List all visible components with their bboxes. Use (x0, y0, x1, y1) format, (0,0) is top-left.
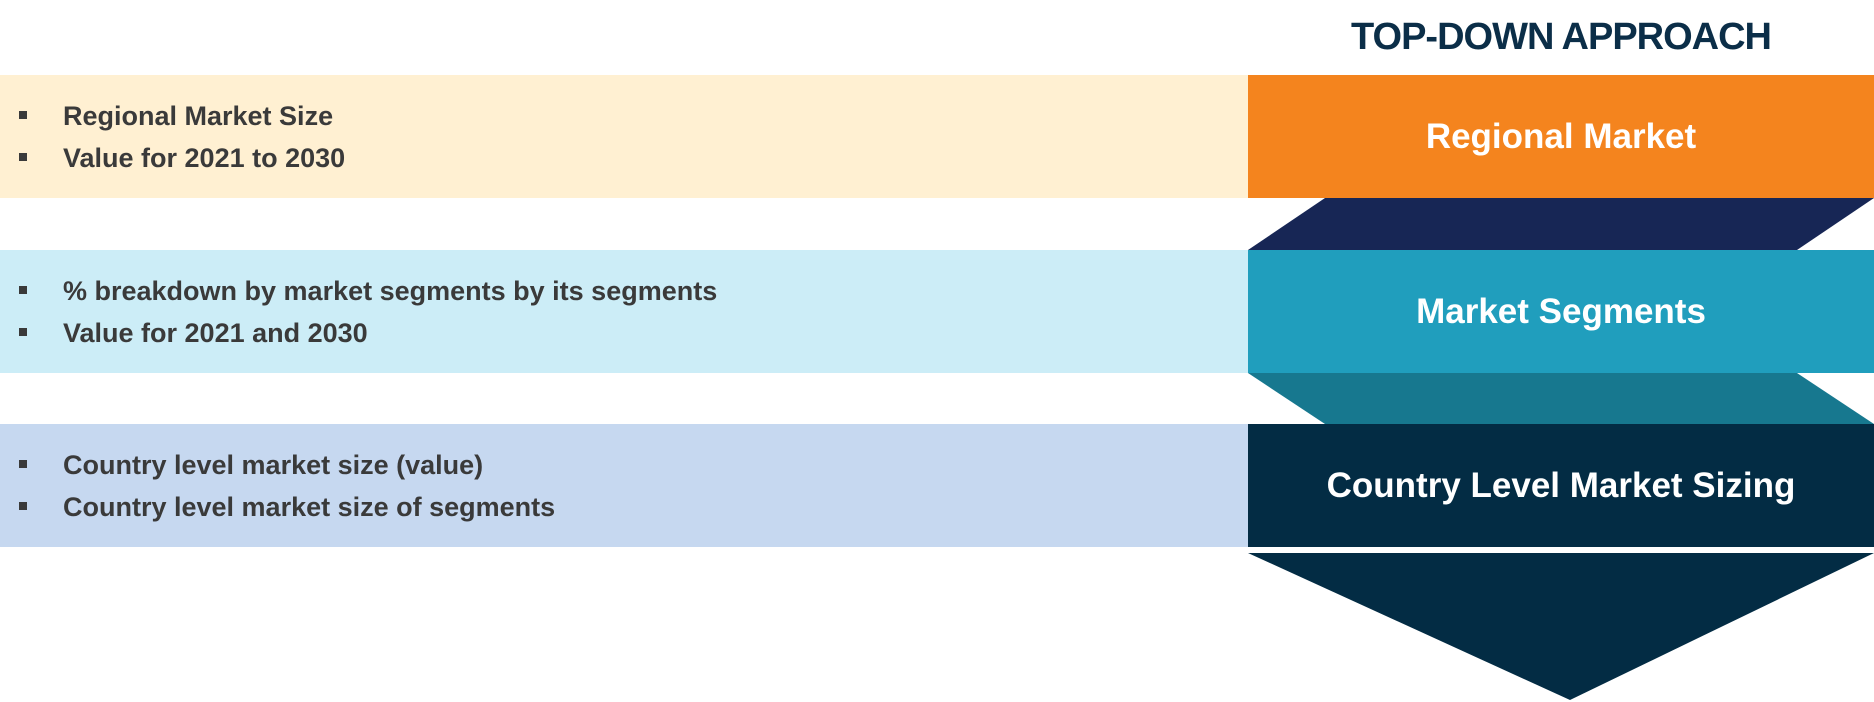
stage-1-box: Regional Market (1248, 75, 1874, 198)
stage-3-box: Country Level Market Sizing (1248, 424, 1874, 547)
stage-1-details: Regional Market Size Value for 2021 to 2… (0, 75, 1248, 198)
stage-2-details: % breakdown by market segments by its se… (0, 250, 1248, 373)
stage-1-bullet-2: Value for 2021 to 2030 (0, 137, 1248, 179)
stage-2-bullet-1: % breakdown by market segments by its se… (0, 270, 1248, 312)
stage-2-bullet-2: Value for 2021 and 2030 (0, 312, 1248, 354)
connector-2 (1248, 373, 1874, 424)
stage-1-label: Regional Market (1425, 116, 1697, 156)
stage-3-details: Country level market size (value) Countr… (0, 424, 1248, 547)
diagram-title: TOP-DOWN APPROACH (1351, 16, 1772, 58)
connector-1 (1248, 198, 1874, 250)
stage-3-bullet-1: Country level market size (value) (0, 444, 1248, 486)
stage-2-box: Market Segments (1248, 250, 1874, 373)
stage-3-label: Country Level Market Sizing (1326, 465, 1796, 505)
stage-2-label: Market Segments (1416, 291, 1706, 331)
funnel-arrow (1248, 553, 1874, 700)
stage-1-bullet-1: Regional Market Size (0, 95, 1248, 137)
stage-3-bullet-2: Country level market size of segments (0, 486, 1248, 528)
